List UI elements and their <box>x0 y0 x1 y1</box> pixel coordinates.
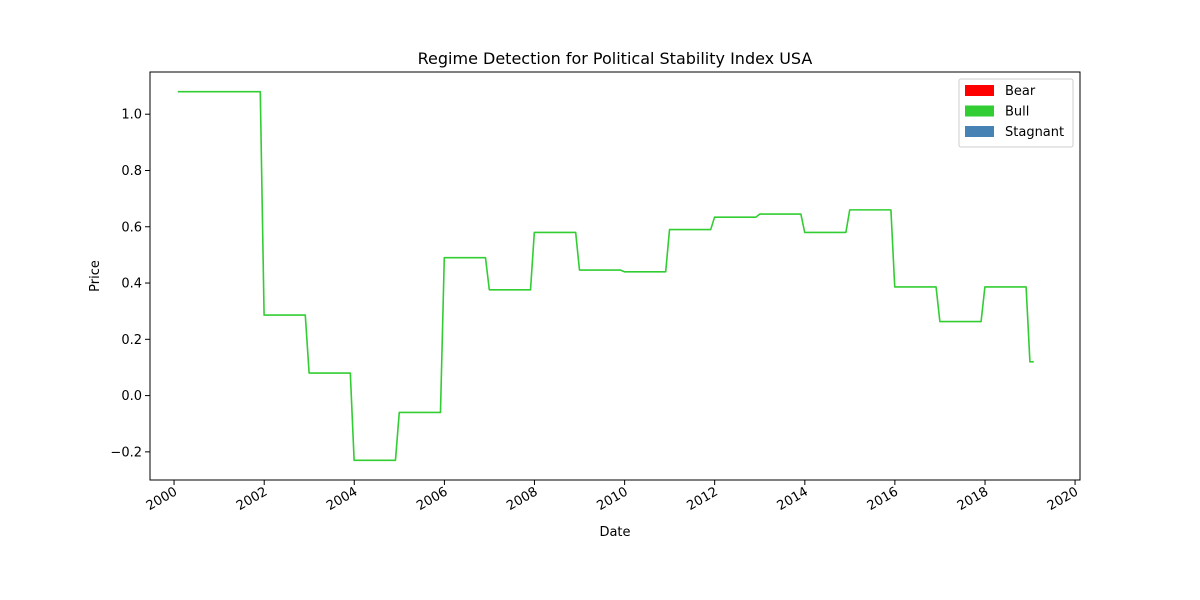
y-axis: −0.2 0.0 0.2 0.4 0.6 0.8 1.0 <box>110 108 150 460</box>
chart-title: Regime Detection for Political Stability… <box>418 49 813 68</box>
y-tick-label: 0.8 <box>121 164 142 179</box>
y-axis-label: Price <box>88 260 103 292</box>
y-tick-label: 0.2 <box>121 333 142 348</box>
legend-swatch-bull <box>965 105 994 117</box>
y-tick-label: 0.6 <box>121 220 142 235</box>
legend-label-bear: Bear <box>1005 84 1036 99</box>
legend-swatch-stagnant <box>965 126 994 137</box>
y-tick-label: 1.0 <box>121 108 142 123</box>
series-layer <box>177 90 1034 462</box>
legend-label-bull: Bull <box>1005 105 1029 120</box>
series-line-bull <box>177 90 1034 462</box>
y-tick-label: −0.2 <box>110 445 142 460</box>
legend-swatch-bear <box>965 85 994 96</box>
x-axis-label: Date <box>599 525 630 540</box>
legend: Bear Bull Stagnant <box>958 78 1074 148</box>
y-tick-label: 0.0 <box>121 389 142 404</box>
legend-label-stagnant: Stagnant <box>1005 125 1064 140</box>
y-tick-label: 0.4 <box>121 277 142 292</box>
plot-area <box>149 71 1081 481</box>
